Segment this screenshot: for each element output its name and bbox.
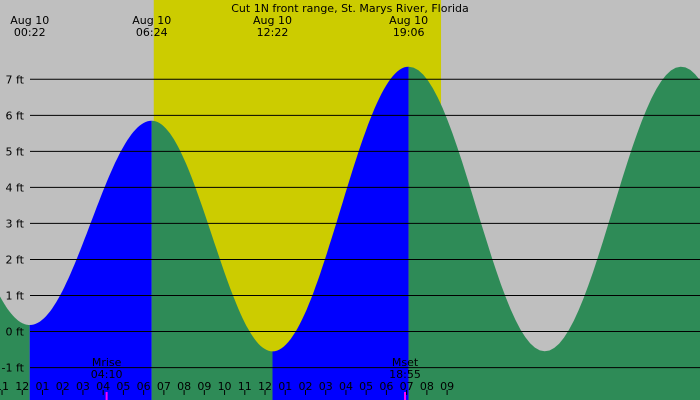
y-tick-label: 1 ft	[6, 289, 25, 302]
moon-event-time: 04:10	[91, 368, 123, 381]
tide-segment-rising	[29, 120, 152, 400]
x-tick-label: 01	[35, 380, 49, 393]
tide-segment-falling	[0, 296, 30, 400]
x-tick-label: 03	[76, 380, 90, 393]
x-tick-label: 11	[0, 380, 9, 393]
x-tick-label: 07	[400, 380, 414, 393]
x-tick-label: 04	[96, 380, 110, 393]
y-tick-label: 6 ft	[6, 109, 25, 122]
x-tick-label: 02	[298, 380, 312, 393]
y-tick-label: -1 ft	[2, 362, 25, 375]
y-tick-label: 3 ft	[6, 217, 25, 230]
moon-event-label: Mset	[392, 356, 419, 369]
x-tick-label: 07	[157, 380, 171, 393]
x-tick-label: 12	[258, 380, 272, 393]
x-tick-label: 09	[440, 380, 454, 393]
x-tick-label: 05	[116, 380, 130, 393]
chart-title: Cut 1N front range, St. Marys River, Flo…	[231, 2, 469, 15]
x-tick-label: 10	[218, 380, 232, 393]
moon-event-label: Mrise	[92, 356, 122, 369]
extreme-time: 00:22	[14, 26, 46, 39]
x-tick-label: 03	[319, 380, 333, 393]
tide-areas	[0, 66, 700, 400]
tide-segment-rising	[272, 66, 409, 400]
x-tick-label: 04	[339, 380, 353, 393]
tide-segment-falling	[151, 120, 273, 400]
x-axis: 11 12 01 02 03 04 05 06 07 08 09 10 11 12 01 02 03 04 05 06…	[0, 380, 454, 395]
y-tick-label: 7 ft	[6, 73, 25, 86]
extreme-time: 12:22	[257, 26, 289, 39]
extreme-date: Aug 10	[10, 14, 49, 27]
extreme-date: Aug 10	[253, 14, 292, 27]
x-tick-label: 09	[197, 380, 211, 393]
x-tick-label: 02	[56, 380, 70, 393]
x-tick-label: 08	[420, 380, 434, 393]
extreme-date: Aug 10	[132, 14, 171, 27]
extreme-time: 19:06	[393, 26, 425, 39]
x-tick-label: 06	[379, 380, 393, 393]
x-tick-label: 12	[15, 380, 29, 393]
x-tick-label: 08	[177, 380, 191, 393]
extreme-time: 06:24	[136, 26, 168, 39]
grid-lines	[30, 78, 700, 369]
y-axis-labels: -1 ft 0 ft 1 ft 2 ft 3 ft 4 ft 5 ft 6 ft 7 ft	[2, 73, 25, 374]
tide-segment-falling	[408, 66, 700, 400]
moon-event-time: 18:55	[389, 368, 421, 381]
x-tick-label: 06	[137, 380, 151, 393]
y-tick-label: 4 ft	[6, 181, 25, 194]
x-tick-label: 11	[238, 380, 252, 393]
y-tick-label: 0 ft	[6, 326, 25, 339]
x-tick-label: 01	[278, 380, 292, 393]
y-tick-label: 2 ft	[6, 253, 25, 266]
extreme-date: Aug 10	[389, 14, 428, 27]
y-tick-label: 5 ft	[6, 145, 25, 158]
x-tick-label: 05	[359, 380, 373, 393]
